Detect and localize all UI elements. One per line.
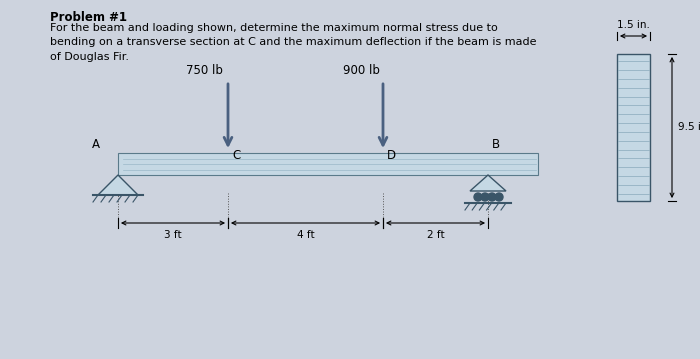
Polygon shape xyxy=(470,175,506,191)
Text: 2 ft: 2 ft xyxy=(427,230,444,240)
Circle shape xyxy=(474,193,482,201)
Text: B: B xyxy=(492,138,500,151)
Text: 900 lb: 900 lb xyxy=(343,64,380,77)
Text: 750 lb: 750 lb xyxy=(186,64,223,77)
Bar xyxy=(617,54,650,201)
Circle shape xyxy=(481,193,489,201)
Text: 9.5 in.: 9.5 in. xyxy=(678,122,700,132)
Text: 4 ft: 4 ft xyxy=(297,230,314,240)
Text: 3 ft: 3 ft xyxy=(164,230,182,240)
Text: For the beam and loading shown, determine the maximum normal stress due to
bendi: For the beam and loading shown, determin… xyxy=(50,23,536,62)
Circle shape xyxy=(495,193,503,201)
Text: D: D xyxy=(387,149,396,162)
Circle shape xyxy=(488,193,496,201)
Text: C: C xyxy=(232,149,240,162)
Bar xyxy=(118,153,538,175)
Text: Problem #1: Problem #1 xyxy=(50,11,127,24)
Text: A: A xyxy=(92,138,100,151)
Polygon shape xyxy=(98,175,138,195)
Text: 1.5 in.: 1.5 in. xyxy=(617,20,650,30)
